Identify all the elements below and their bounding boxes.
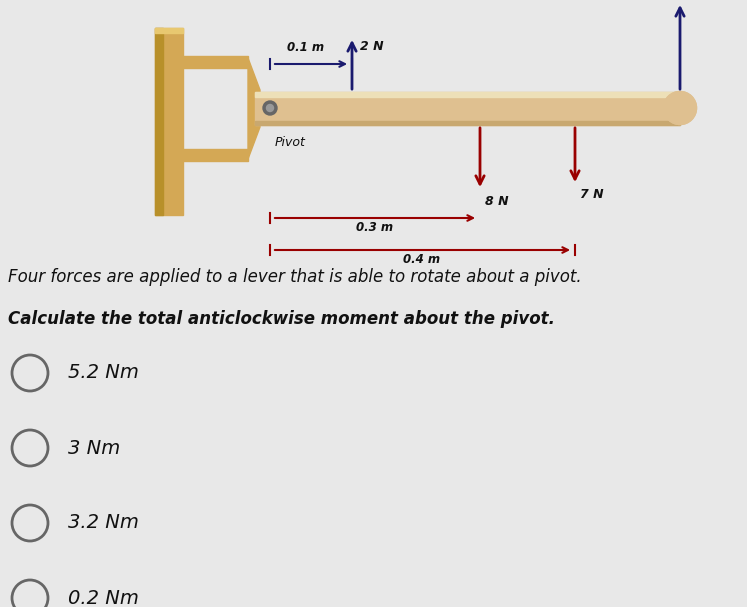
Text: 7 N: 7 N — [580, 188, 604, 201]
Bar — [183, 56, 248, 68]
Text: 0.1 m: 0.1 m — [288, 41, 324, 54]
Text: 0.2 Nm: 0.2 Nm — [68, 589, 139, 607]
Bar — [155, 28, 163, 215]
Text: 5.2 Nm: 5.2 Nm — [68, 364, 139, 382]
Text: Calculate the total anticlockwise moment about the pivot.: Calculate the total anticlockwise moment… — [8, 310, 555, 328]
Bar — [155, 28, 183, 33]
Circle shape — [267, 104, 273, 112]
Circle shape — [263, 101, 277, 115]
Text: Pivot: Pivot — [275, 136, 306, 149]
Bar — [183, 149, 248, 161]
Circle shape — [663, 92, 696, 124]
Text: 8 N: 8 N — [485, 195, 509, 208]
Text: 0.3 m: 0.3 m — [356, 221, 394, 234]
Bar — [255, 121, 680, 125]
Bar — [255, 92, 680, 125]
Text: Four forces are applied to a lever that is able to rotate about a pivot.: Four forces are applied to a lever that … — [8, 268, 582, 286]
Text: 0.4 m: 0.4 m — [403, 253, 441, 266]
Text: 2 N: 2 N — [360, 41, 384, 53]
Bar — [155, 28, 183, 215]
Circle shape — [663, 92, 696, 124]
Text: 3 Nm: 3 Nm — [68, 438, 120, 458]
Bar — [255, 92, 680, 97]
Polygon shape — [248, 58, 260, 159]
Text: 3.2 Nm: 3.2 Nm — [68, 514, 139, 532]
